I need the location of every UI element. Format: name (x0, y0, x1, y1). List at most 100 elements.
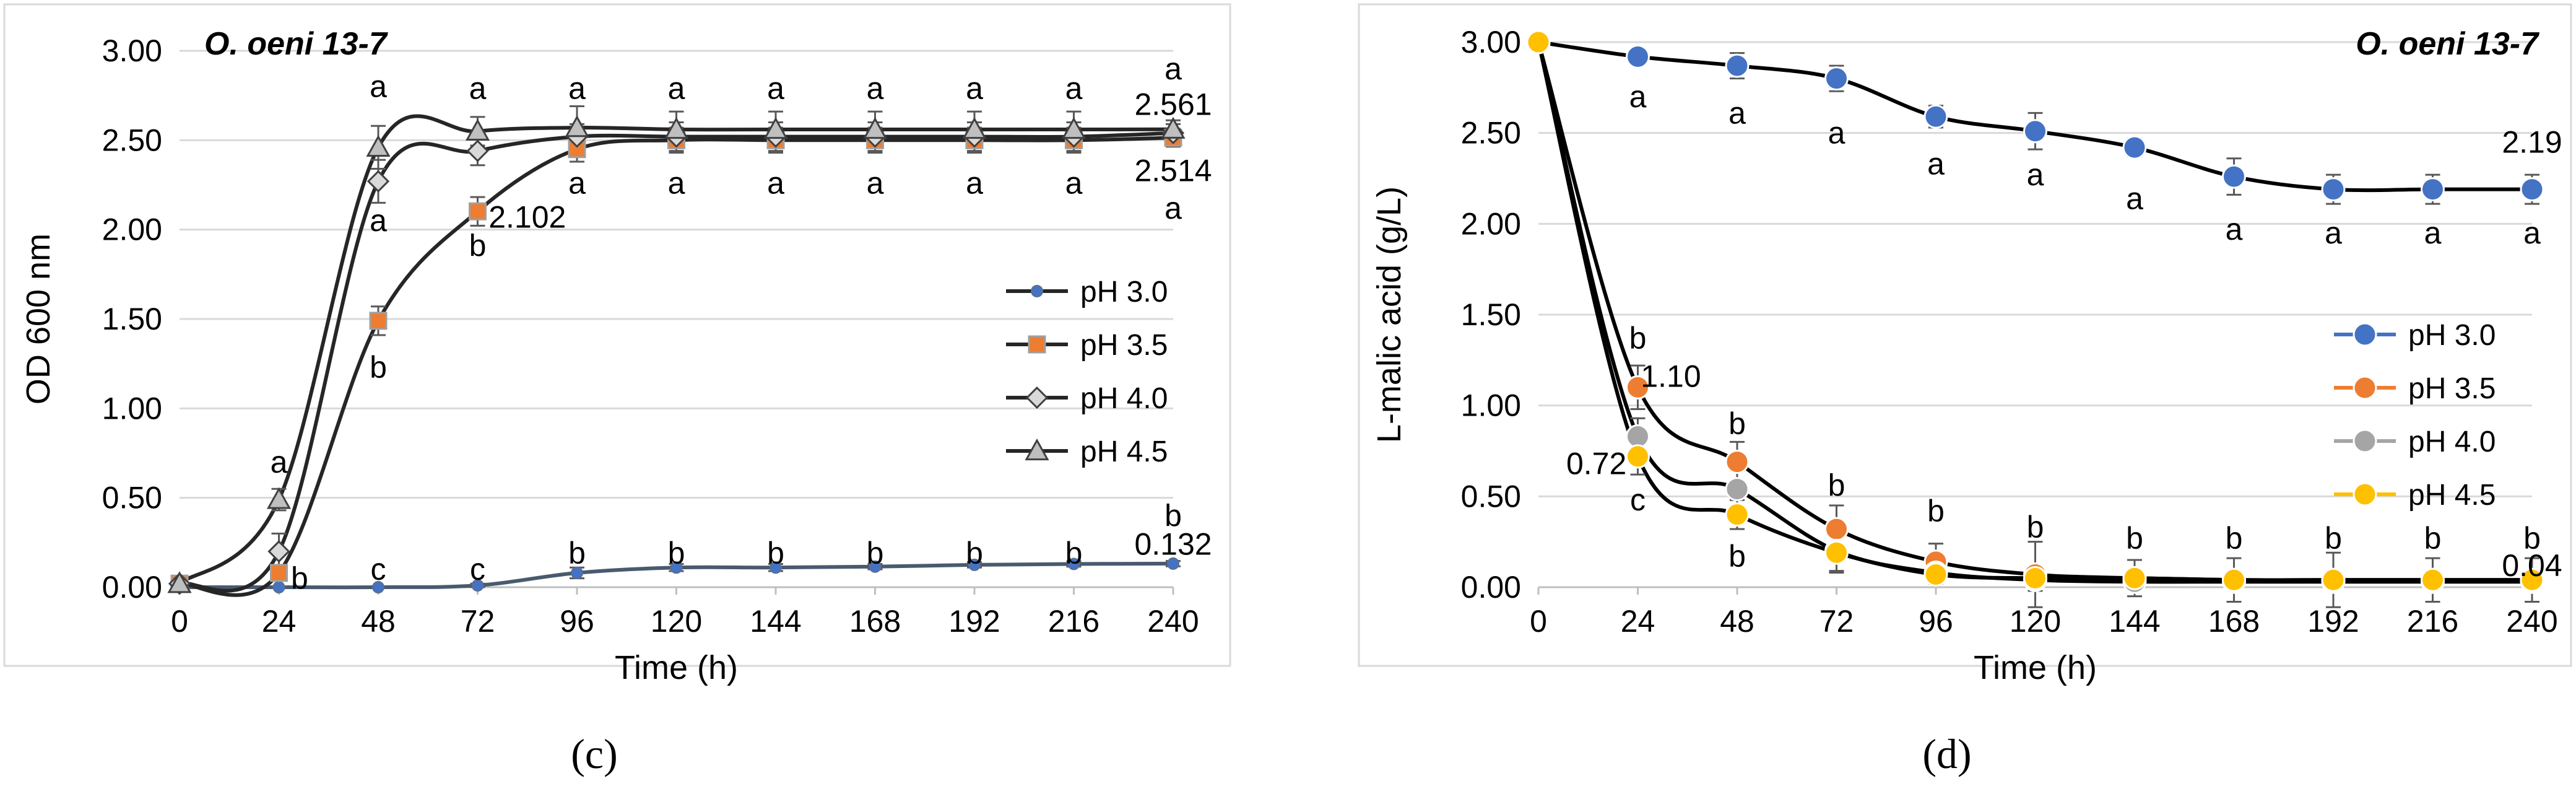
chart-c-y-tick-label: 1.50 (102, 302, 162, 336)
chart-d-y-tick-label: 3.00 (1461, 25, 1521, 59)
chart-c-point-0-7 (869, 560, 882, 573)
chart-d-y-tick-label: 0.50 (1461, 479, 1521, 513)
chart-c: 0.00 0.50 1.00 1.50 2.00 2.50 3.00 0 24 48 72 96 120… (20, 26, 1212, 686)
chart-c-annotation: a (568, 71, 586, 106)
chart-d-annotation: b (2027, 510, 2044, 544)
chart-c-y-tick-label: 2.50 (102, 123, 162, 157)
chart-c-legend-label-2: pH 4.0 (1080, 382, 1168, 415)
panel-label-d: (d) (1922, 730, 1971, 777)
chart-c-annotation: a (767, 71, 784, 106)
chart-d-point-0-5 (2023, 119, 2047, 144)
chart-c-point-3-4 (565, 115, 589, 138)
chart-c-y-tick-label: 0.50 (102, 481, 162, 515)
chart-c-annotation: b (469, 229, 487, 263)
chart-c-legend-marker-1 (1028, 335, 1046, 354)
chart-c-y-tick-label: 1.00 (102, 391, 162, 426)
chart-c-point-0-9 (1067, 557, 1080, 570)
chart-d-point-1-3 (1824, 517, 1849, 541)
chart-c-x-tick-label: 168 (849, 604, 901, 639)
chart-c-point-3-1 (266, 487, 292, 509)
chart-c-annotation: a (469, 71, 487, 106)
chart-d-point-0-3 (1824, 66, 1849, 91)
chart-c-point-3-9 (1061, 116, 1086, 139)
chart-d-title: O. oeni 13-7 (2356, 26, 2539, 62)
chart-c-annotation: a (966, 71, 983, 106)
chart-d-point-3-1 (1626, 444, 1650, 469)
chart-d-x-tick-label: 96 (1919, 604, 1953, 639)
chart-d-x-tick-label: 216 (2407, 604, 2458, 639)
chart-c-annotation: a (1065, 166, 1083, 201)
chart-d-point-0-1 (1626, 44, 1650, 69)
chart-c-annotation: a (271, 445, 288, 479)
chart-d: 0.00 0.50 1.00 1.50 2.00 2.50 3.00 0 24 48 72 96 120… (1371, 25, 2562, 686)
chart-c-point-2-1 (267, 540, 290, 563)
chart-d-x-tick-label: 72 (1819, 604, 1854, 639)
chart-d-point-0-7 (2222, 164, 2246, 189)
chart-d-annotation: a (1629, 79, 1647, 114)
chart-d-point-0-8 (2321, 177, 2346, 202)
chart-d-annotation: a (2523, 216, 2541, 250)
chart-d-y-tick-label: 0.00 (1461, 570, 1521, 605)
chart-c-x-tick-label: 24 (262, 604, 297, 639)
chart-d-legend-marker-3 (2353, 482, 2377, 507)
chart-d-x-axis-title: Time (h) (1974, 649, 2097, 686)
chart-d-point-1-1 (1626, 375, 1650, 400)
chart-d-annotation: b (1728, 406, 1746, 441)
chart-c-point-0-1 (272, 581, 285, 593)
chart-d-point-3-0 (1526, 30, 1551, 55)
chart-d-annotation: 0.72 (1566, 447, 1626, 481)
chart-d-x-tick-label: 144 (2109, 604, 2160, 639)
chart-c-annotation: a (668, 166, 685, 201)
chart-d-annotation: a (2027, 157, 2044, 192)
chart-d-point-0-4 (1923, 104, 1948, 129)
chart-d-legend-label-1: pH 3.5 (2408, 372, 2496, 405)
chart-c-point-0-4 (571, 566, 583, 579)
chart-d-point-2-1 (1626, 424, 1650, 449)
chart-d-annotation: b (1828, 468, 1845, 503)
chart-c-legend-label-0: pH 3.0 (1080, 276, 1168, 308)
chart-c-point-0-5 (670, 561, 683, 574)
chart-c-title: O. oeni 13-7 (204, 26, 388, 62)
chart-c-annotation: a (370, 69, 387, 104)
chart-d-point-0-6 (2122, 135, 2147, 160)
chart-c-annotation: b (291, 561, 308, 596)
chart-d-annotation: a (1728, 95, 1746, 130)
chart-d-point-3-3 (1824, 540, 1849, 565)
chart-c-x-tick-label: 0 (171, 604, 188, 639)
chart-d-annotation: 0.04 (2502, 548, 2562, 583)
chart-c-point-0-8 (968, 558, 981, 571)
chart-c-annotation: a (1065, 71, 1083, 106)
panel-label-c: (c) (571, 730, 617, 777)
chart-d-y-tick-label: 1.00 (1461, 388, 1521, 423)
chart-d-point-0-9 (2421, 177, 2445, 202)
chart-d-point-3-6 (2122, 566, 2147, 590)
chart-c-annotation: 2.514 (1134, 153, 1212, 188)
chart-c-annotation: b (966, 536, 983, 570)
chart-c-point-0-6 (770, 561, 782, 574)
chart-c-point-1-2 (369, 312, 388, 330)
chart-d-point-3-5 (2023, 566, 2047, 590)
chart-c-x-tick-label: 48 (361, 604, 396, 639)
chart-c-annotation: a (966, 166, 983, 201)
chart-c-legend-marker-2 (1025, 386, 1049, 409)
chart-c-point-1-4 (568, 140, 586, 159)
chart-c-annotation: c (371, 552, 386, 587)
chart-c-annotation: a (867, 71, 884, 106)
chart-c-point-3-3 (465, 118, 490, 141)
chart-c-annotation: b (767, 536, 784, 570)
chart-c-annotation: b (668, 536, 685, 570)
chart-d-x-tick-label: 24 (1621, 604, 1655, 639)
chart-d-annotation: b (2325, 521, 2342, 556)
chart-d-legend-marker-0 (2353, 322, 2377, 347)
chart-d-point-3-4 (1923, 562, 1948, 587)
chart-c-point-2-2 (366, 170, 390, 193)
chart-d-annotation: b (2523, 521, 2541, 556)
chart-d-annotation: c (1630, 483, 1646, 517)
chart-d-annotation: b (1927, 494, 1945, 528)
chart-d-point-3-10 (2520, 567, 2544, 592)
chart-c-annotation: a (1164, 51, 1182, 86)
chart-d-annotation: 1.10 (1641, 359, 1701, 394)
chart-d-annotation: a (2424, 216, 2442, 250)
chart-c-annotation: c (470, 552, 485, 587)
